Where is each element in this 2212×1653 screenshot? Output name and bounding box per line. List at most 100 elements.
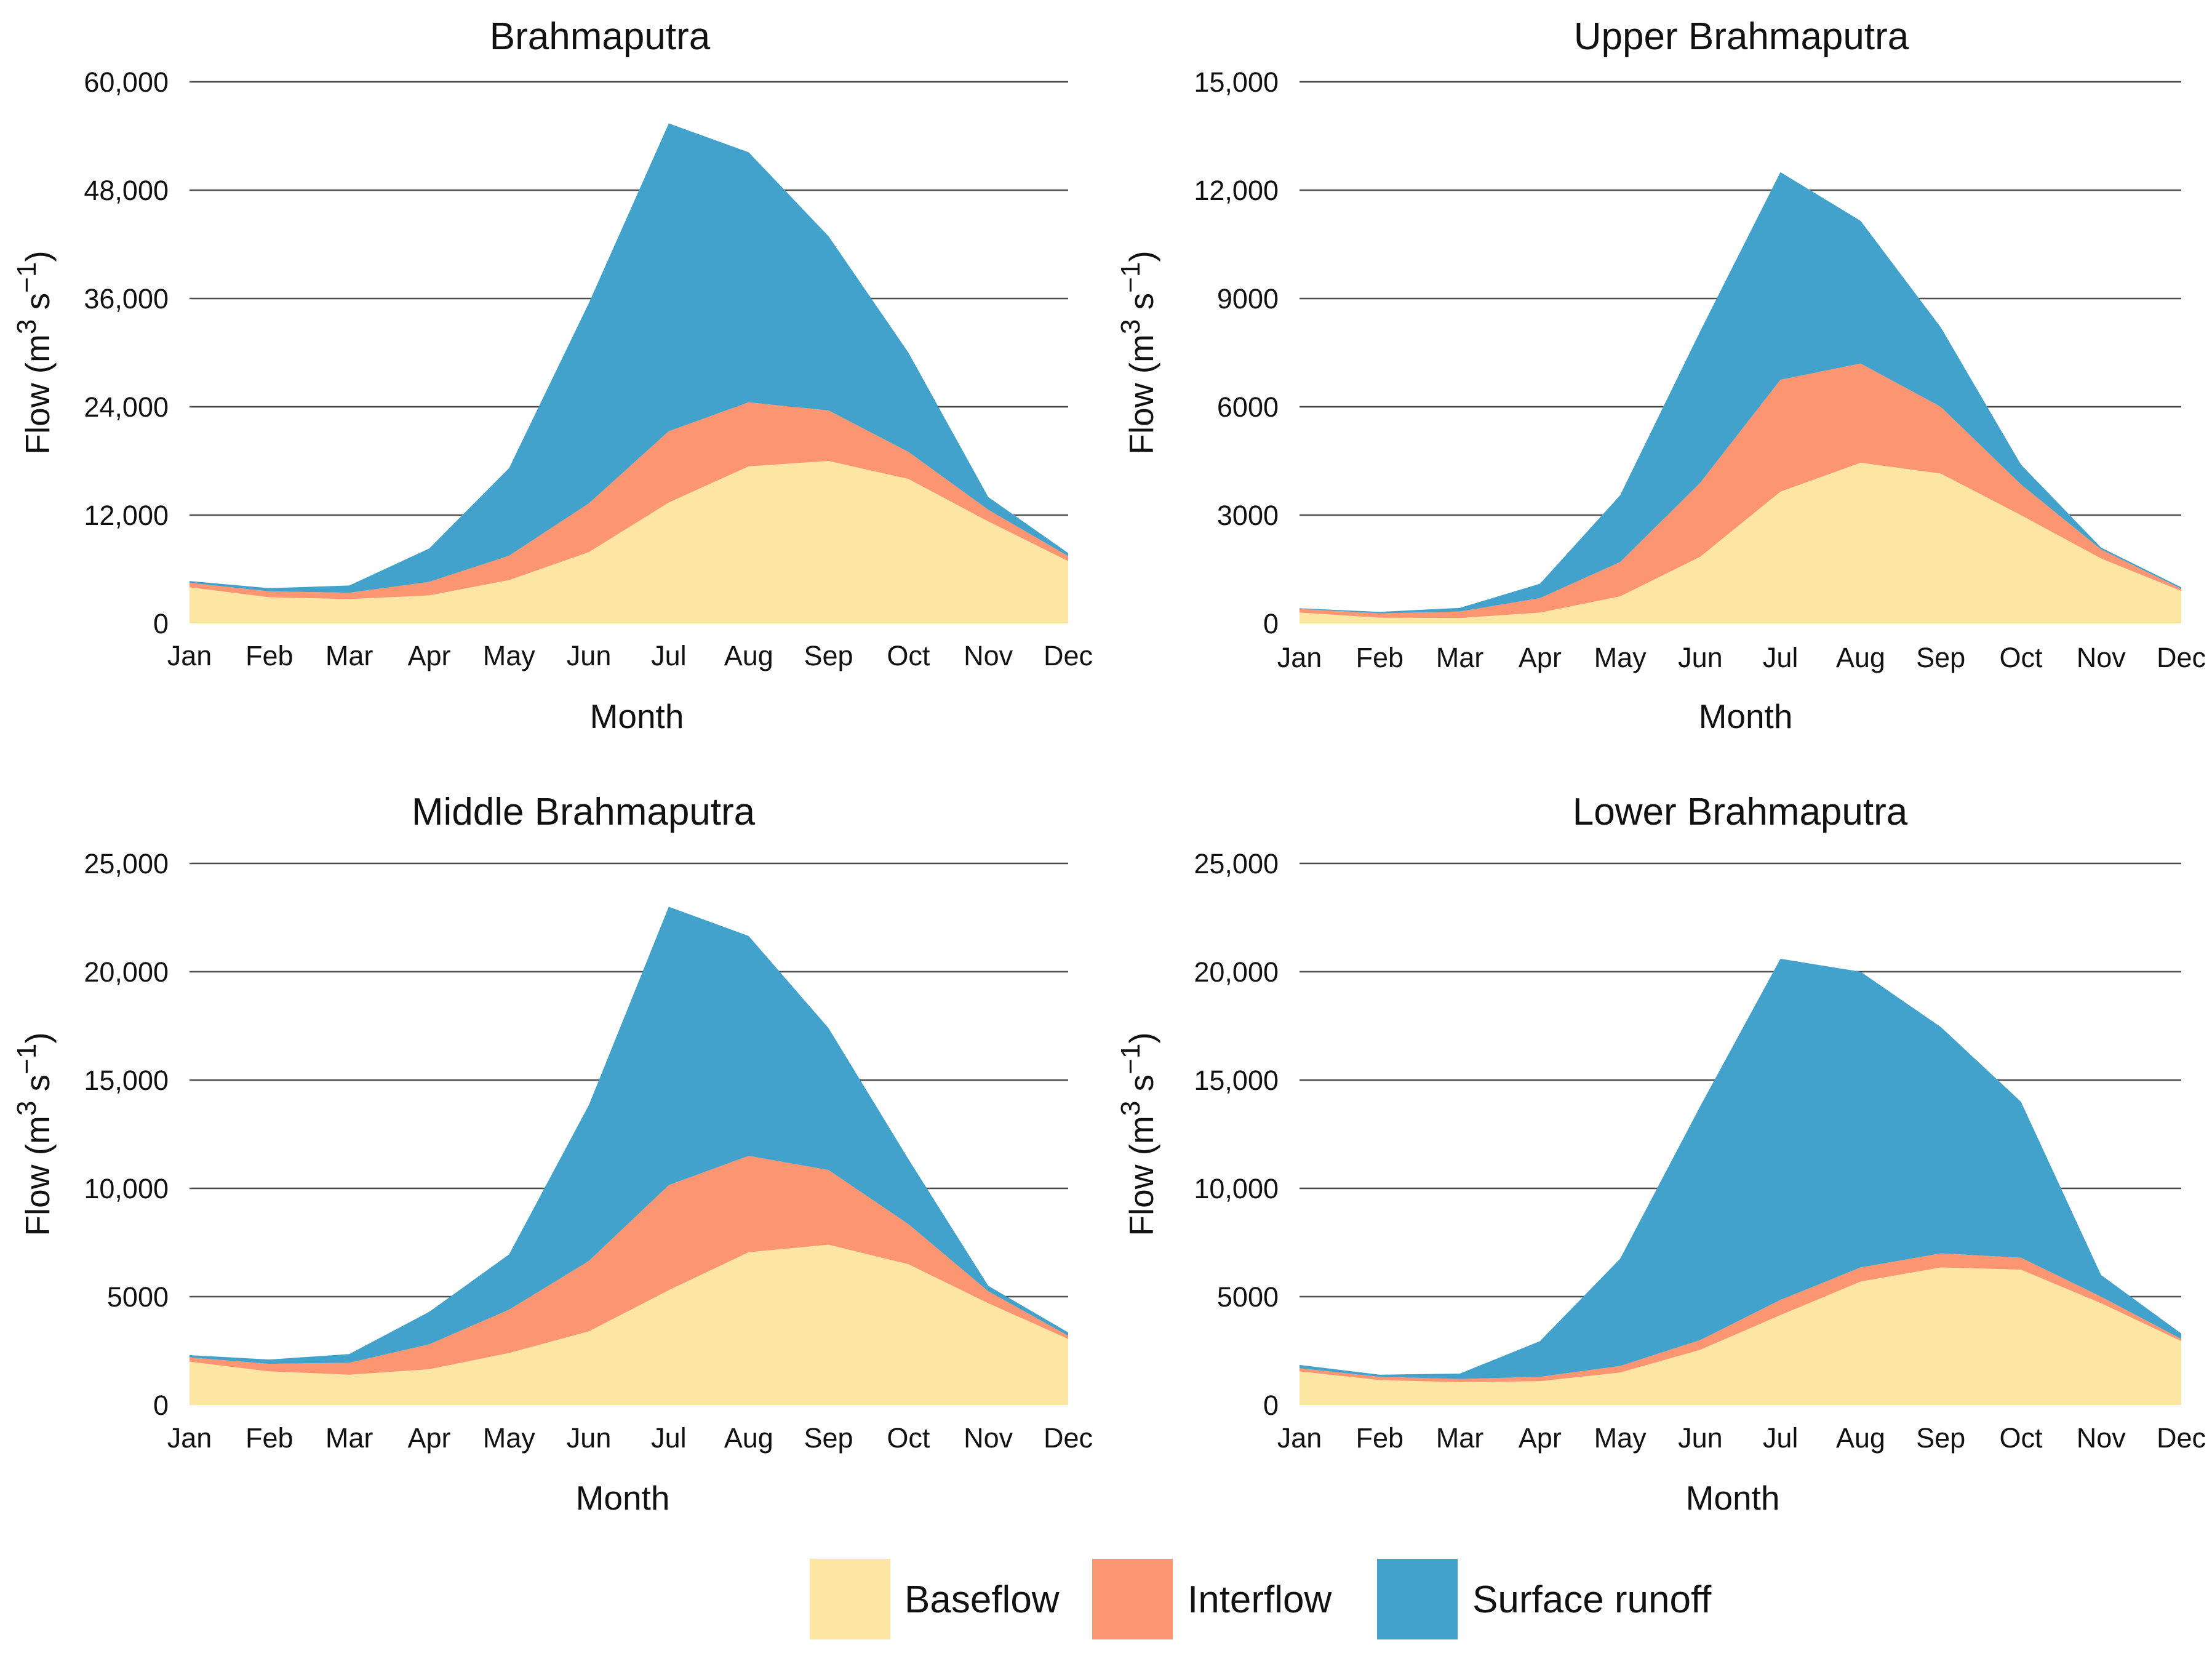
legend-swatch-interflow bbox=[1092, 1559, 1173, 1639]
x-tick-label-jul: Jul bbox=[651, 640, 687, 671]
x-tick-label-sep: Sep bbox=[1916, 642, 1965, 673]
x-tick-label-dec: Dec bbox=[1044, 1422, 1093, 1454]
x-tick-label-apr: Apr bbox=[1519, 642, 1562, 673]
x-tick-label-mar: Mar bbox=[1436, 1422, 1484, 1454]
y-tick-label: 15,000 bbox=[1194, 66, 1279, 98]
x-tick-label-jan: Jan bbox=[1277, 642, 1322, 673]
x-tick-label-aug: Aug bbox=[724, 640, 773, 671]
x-tick-label-jun: Jun bbox=[567, 1422, 612, 1454]
x-tick-label-may: May bbox=[1594, 1422, 1647, 1454]
y-tick-label: 48,000 bbox=[84, 175, 169, 206]
x-tick-label-dec: Dec bbox=[1044, 640, 1093, 671]
x-tick-label-oct: Oct bbox=[887, 1422, 930, 1454]
x-tick-label-apr: Apr bbox=[407, 640, 450, 671]
x-tick-label-feb: Feb bbox=[1356, 642, 1403, 673]
area-surface-runoff bbox=[1300, 958, 2181, 1379]
x-tick-label-feb: Feb bbox=[1356, 1422, 1403, 1454]
y-tick-label: 10,000 bbox=[84, 1173, 169, 1204]
y-tick-label: 20,000 bbox=[84, 956, 169, 988]
area-baseflow bbox=[190, 1244, 1068, 1405]
x-tick-label-feb: Feb bbox=[246, 640, 293, 671]
panel-brahmaputra: Brahmaputra 0 12,000 24,000 36,000 48,000 60,0… bbox=[12, 15, 1093, 735]
x-tick-label-apr: Apr bbox=[407, 1422, 450, 1454]
x-tick-label-jan: Jan bbox=[1277, 1422, 1322, 1454]
y-tick-label: 36,000 bbox=[84, 283, 169, 314]
y-tick-label: 15,000 bbox=[1194, 1065, 1279, 1096]
area-interflow bbox=[1300, 363, 2181, 618]
y-tick-label: 24,000 bbox=[84, 391, 169, 423]
panel-title: Upper Brahmaputra bbox=[1574, 15, 1909, 58]
x-tick-label-mar: Mar bbox=[325, 640, 373, 671]
panel-middle-brahmaputra: Middle Brahmaputra 0 5000 10,000 15,000 20,00… bbox=[12, 791, 1093, 1517]
x-tick-label-jun: Jun bbox=[1678, 1422, 1723, 1454]
x-tick-label-nov: Nov bbox=[2077, 642, 2126, 673]
x-tick-label-aug: Aug bbox=[724, 1422, 773, 1454]
x-tick-label-sep: Sep bbox=[1916, 1422, 1965, 1454]
y-tick-label: 0 bbox=[1263, 608, 1279, 639]
legend-swatch-baseflow bbox=[810, 1559, 890, 1639]
x-tick-label-jan: Jan bbox=[167, 1422, 212, 1454]
legend-label-baseflow: Baseflow bbox=[904, 1579, 1060, 1621]
x-tick-label-aug: Aug bbox=[1836, 642, 1885, 673]
panel-title: Lower Brahmaputra bbox=[1573, 791, 1908, 833]
y-tick-label: 15,000 bbox=[84, 1065, 169, 1096]
legend-label-interflow: Interflow bbox=[1188, 1579, 1332, 1621]
x-tick-label-jul: Jul bbox=[1763, 642, 1799, 673]
y-tick-label: 0 bbox=[1263, 1390, 1279, 1421]
y-tick-label: 6000 bbox=[1217, 391, 1279, 423]
panel-lower-brahmaputra: Lower Brahmaputra 0 5000 10,000 15,000 20,000… bbox=[1116, 791, 2206, 1517]
x-tick-label-mar: Mar bbox=[1436, 642, 1484, 673]
x-tick-label-mar: Mar bbox=[325, 1422, 373, 1454]
x-tick-label-jun: Jun bbox=[567, 640, 612, 671]
x-tick-label-nov: Nov bbox=[964, 640, 1013, 671]
area-surface-runoff bbox=[190, 123, 1068, 593]
y-axis-title: Flow (m3 s−1) bbox=[12, 250, 57, 454]
area-baseflow bbox=[1300, 462, 2181, 623]
y-tick-label: 0 bbox=[153, 1390, 169, 1421]
x-tick-label-jun: Jun bbox=[1678, 642, 1723, 673]
x-tick-label-dec: Dec bbox=[2157, 1422, 2206, 1454]
x-axis-title: Month bbox=[1699, 697, 1793, 735]
x-tick-label-apr: Apr bbox=[1519, 1422, 1562, 1454]
x-tick-label-sep: Sep bbox=[804, 640, 853, 671]
x-axis-title: Month bbox=[576, 1479, 670, 1517]
x-tick-label-jul: Jul bbox=[1763, 1422, 1799, 1454]
area-interflow bbox=[190, 1156, 1068, 1375]
x-axis-title: Month bbox=[1686, 1479, 1780, 1517]
x-tick-label-may: May bbox=[1594, 642, 1647, 673]
legend-swatch-surface-runoff bbox=[1377, 1559, 1458, 1639]
y-tick-label: 10,000 bbox=[1194, 1173, 1279, 1204]
y-tick-label: 25,000 bbox=[84, 848, 169, 879]
area-baseflow bbox=[190, 461, 1068, 623]
area-baseflow bbox=[1300, 1267, 2181, 1405]
x-tick-label-feb: Feb bbox=[246, 1422, 293, 1454]
y-tick-label: 12,000 bbox=[84, 500, 169, 531]
y-tick-label: 3000 bbox=[1217, 500, 1279, 531]
y-axis-title: Flow (m3 s−1) bbox=[12, 1032, 57, 1236]
area-interflow bbox=[190, 402, 1068, 599]
y-axis-title: Flow (m3 s−1) bbox=[1116, 250, 1160, 454]
x-tick-label-oct: Oct bbox=[1999, 642, 2043, 673]
y-axis-title: Flow (m3 s−1) bbox=[1116, 1032, 1160, 1236]
x-tick-label-oct: Oct bbox=[1999, 1422, 2043, 1454]
panel-title: Middle Brahmaputra bbox=[412, 791, 756, 833]
x-axis-title: Month bbox=[590, 697, 684, 735]
y-tick-label: 5000 bbox=[107, 1281, 169, 1313]
x-tick-label-may: May bbox=[483, 1422, 536, 1454]
x-tick-label-may: May bbox=[483, 640, 536, 671]
y-tick-label: 9000 bbox=[1217, 283, 1279, 314]
x-tick-label-nov: Nov bbox=[2077, 1422, 2126, 1454]
y-tick-label: 0 bbox=[153, 608, 169, 639]
legend: Baseflow Interflow Surface runoff bbox=[810, 1559, 1712, 1639]
y-tick-label: 25,000 bbox=[1194, 848, 1279, 879]
legend-label-surface-runoff: Surface runoff bbox=[1472, 1579, 1712, 1621]
x-tick-label-jan: Jan bbox=[167, 640, 212, 671]
x-tick-label-nov: Nov bbox=[964, 1422, 1013, 1454]
area-surface-runoff bbox=[1300, 172, 2181, 614]
y-tick-label: 60,000 bbox=[84, 66, 169, 98]
panel-upper-brahmaputra: Upper Brahmaputra 0 3000 6000 9000 12,000 15,0… bbox=[1116, 15, 2206, 735]
y-tick-label: 5000 bbox=[1217, 1281, 1279, 1313]
y-tick-label: 12,000 bbox=[1194, 175, 1279, 206]
area-surface-runoff bbox=[190, 907, 1068, 1364]
